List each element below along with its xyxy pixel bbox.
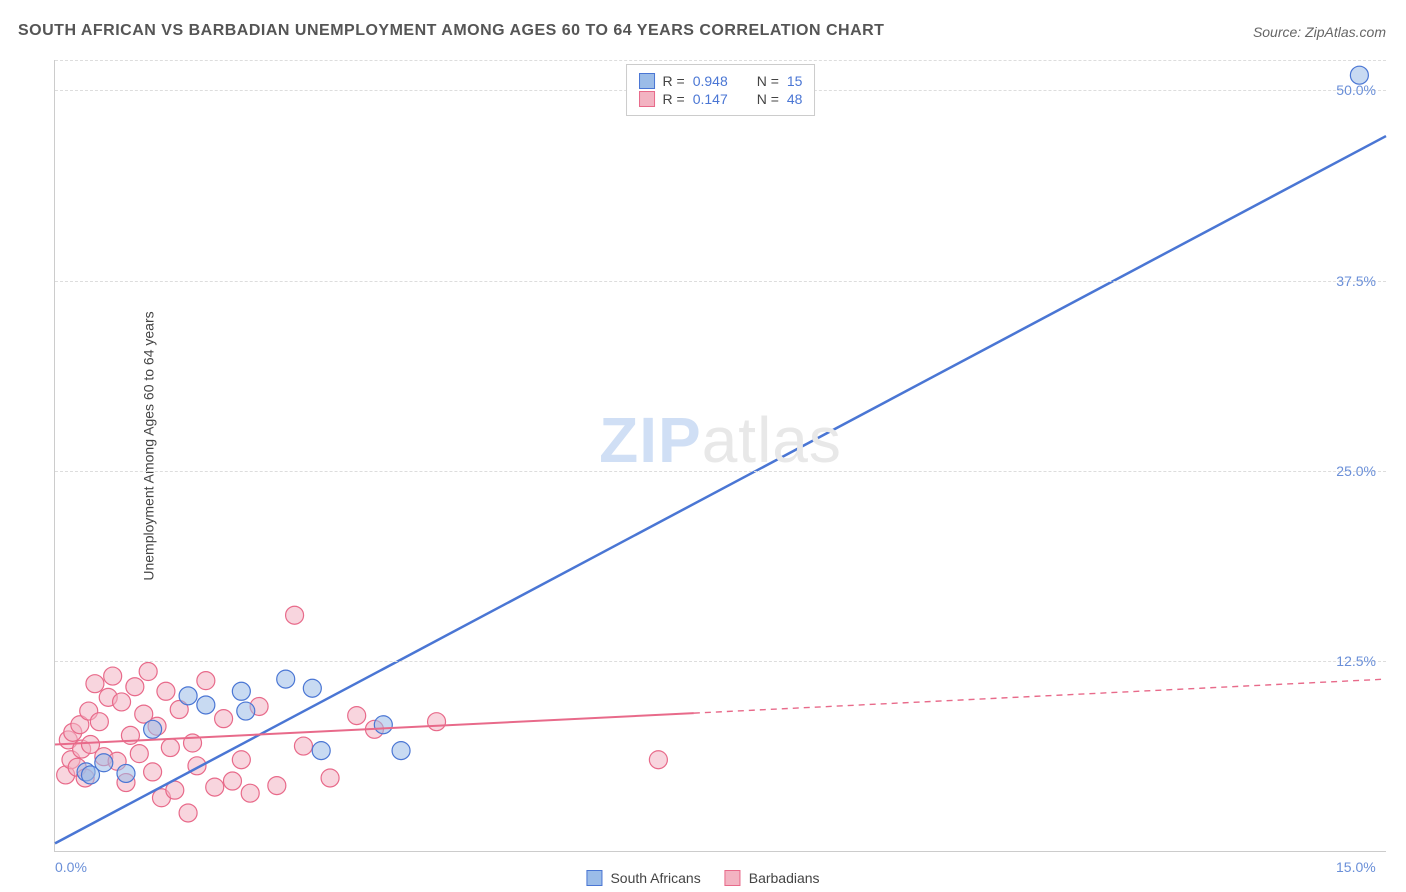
chart-svg bbox=[55, 60, 1386, 851]
y-tick-label: 25.0% bbox=[1336, 463, 1376, 479]
y-tick-label: 37.5% bbox=[1336, 273, 1376, 289]
data-point bbox=[268, 777, 286, 795]
legend-label: Barbadians bbox=[749, 870, 820, 886]
data-point bbox=[144, 763, 162, 781]
data-point bbox=[179, 804, 197, 822]
data-point bbox=[237, 702, 255, 720]
legend-item: Barbadians bbox=[725, 870, 820, 886]
data-point bbox=[348, 707, 366, 725]
plot-area: ZIPatlas R =0.948N =15R =0.147N =48 12.5… bbox=[54, 60, 1386, 852]
legend-swatch bbox=[586, 870, 602, 886]
gridline bbox=[55, 60, 1386, 61]
r-label: R = bbox=[663, 73, 685, 89]
data-point bbox=[144, 720, 162, 738]
data-point bbox=[294, 737, 312, 755]
legend-swatch bbox=[639, 91, 655, 107]
data-point bbox=[321, 769, 339, 787]
bottom-legend: South Africans Barbadians bbox=[586, 870, 819, 886]
gridline bbox=[55, 471, 1386, 472]
data-point bbox=[206, 778, 224, 796]
chart-title: SOUTH AFRICAN VS BARBADIAN UNEMPLOYMENT … bbox=[18, 22, 884, 40]
source-attribution: Source: ZipAtlas.com bbox=[1253, 24, 1386, 40]
x-tick-label: 0.0% bbox=[55, 859, 87, 875]
data-point bbox=[139, 663, 157, 681]
data-point bbox=[215, 710, 233, 728]
data-point bbox=[161, 739, 179, 757]
data-point bbox=[312, 742, 330, 760]
data-point bbox=[428, 713, 446, 731]
data-point bbox=[303, 679, 321, 697]
data-point bbox=[113, 693, 131, 711]
data-point bbox=[179, 687, 197, 705]
data-point bbox=[90, 713, 108, 731]
r-label: R = bbox=[663, 91, 685, 107]
data-point bbox=[232, 682, 250, 700]
data-point bbox=[130, 745, 148, 763]
legend-item: South Africans bbox=[586, 870, 700, 886]
y-tick-label: 12.5% bbox=[1336, 653, 1376, 669]
trend-line bbox=[55, 136, 1386, 843]
data-point bbox=[126, 678, 144, 696]
chart-container: SOUTH AFRICAN VS BARBADIAN UNEMPLOYMENT … bbox=[0, 0, 1406, 892]
n-value: 15 bbox=[787, 73, 803, 89]
legend-swatch bbox=[725, 870, 741, 886]
trend-line-dashed bbox=[694, 679, 1386, 713]
n-label: N = bbox=[757, 73, 779, 89]
data-point bbox=[392, 742, 410, 760]
correlation-legend-box: R = 0.948 N = 15 R = 0.147 N = 48 bbox=[626, 64, 816, 116]
data-point bbox=[241, 784, 259, 802]
n-value: 48 bbox=[787, 91, 803, 107]
r-value: 0.147 bbox=[693, 91, 741, 107]
data-point bbox=[286, 606, 304, 624]
data-point bbox=[197, 696, 215, 714]
data-point bbox=[86, 675, 104, 693]
data-point bbox=[157, 682, 175, 700]
legend-row: R = 0.948 N = 15 bbox=[639, 73, 803, 89]
y-tick-label: 50.0% bbox=[1336, 82, 1376, 98]
data-point bbox=[223, 772, 241, 790]
data-point bbox=[95, 754, 113, 772]
data-point bbox=[374, 716, 392, 734]
legend-swatch bbox=[639, 73, 655, 89]
legend-row: R = 0.147 N = 48 bbox=[639, 91, 803, 107]
data-point bbox=[104, 667, 122, 685]
r-value: 0.948 bbox=[693, 73, 741, 89]
legend-label: South Africans bbox=[610, 870, 700, 886]
data-point bbox=[232, 751, 250, 769]
gridline bbox=[55, 661, 1386, 662]
data-point bbox=[649, 751, 667, 769]
data-point bbox=[277, 670, 295, 688]
data-point bbox=[197, 672, 215, 690]
n-label: N = bbox=[757, 91, 779, 107]
x-tick-label: 15.0% bbox=[1336, 859, 1376, 875]
gridline bbox=[55, 281, 1386, 282]
data-point bbox=[117, 764, 135, 782]
